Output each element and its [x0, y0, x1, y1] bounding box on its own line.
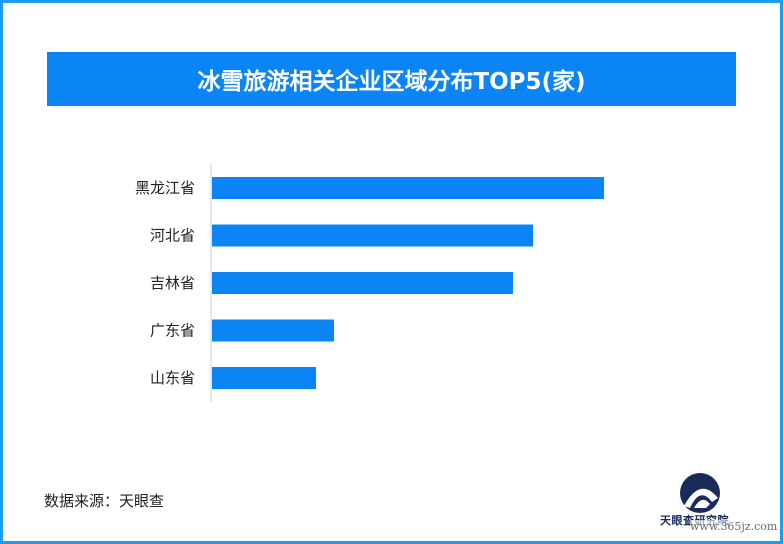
bar-3: [212, 272, 513, 294]
category-label: 黑龙江省: [135, 179, 195, 197]
category-label: 广东省: [150, 322, 195, 340]
category-label: 山东省: [150, 369, 195, 387]
bar-4: [212, 319, 334, 342]
chart-title: 冰雪旅游相关企业区域分布TOP5(家): [47, 52, 736, 106]
bars-group: [212, 177, 604, 389]
bar-2: [212, 224, 533, 247]
tianyancha-logo-icon: [680, 473, 720, 513]
bar-5: [212, 367, 316, 389]
category-label: 河北省: [150, 227, 195, 245]
bar-1: [212, 177, 604, 199]
category-label: 吉林省: [150, 274, 195, 292]
source-note: 数据来源：天眼查: [44, 492, 165, 510]
watermark-text: www.365jz.com: [690, 520, 778, 533]
